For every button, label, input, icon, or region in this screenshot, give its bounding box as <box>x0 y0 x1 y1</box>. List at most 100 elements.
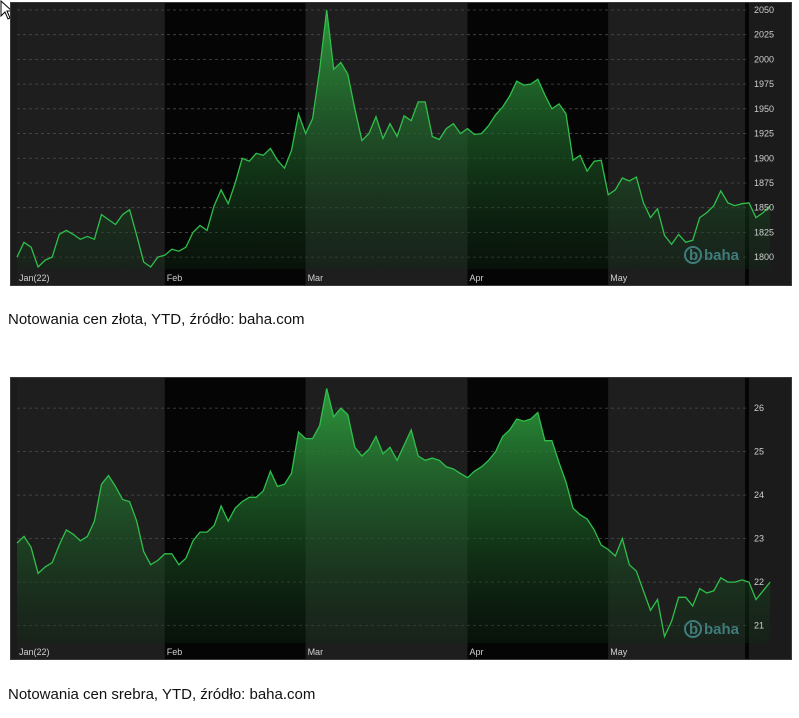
data-point-96 <box>692 605 694 607</box>
y-tick-label: 1825 <box>754 227 774 237</box>
x-tick-label: May <box>610 647 628 657</box>
data-point-34 <box>255 496 257 498</box>
data-point-2 <box>30 546 32 548</box>
data-point-59 <box>431 457 433 459</box>
data-point-8 <box>72 233 74 235</box>
x-tick-label: Mar <box>308 647 324 657</box>
data-point-50 <box>368 448 370 450</box>
data-point-25 <box>192 540 194 542</box>
data-point-92 <box>663 635 665 637</box>
data-point-58 <box>424 459 426 461</box>
data-point-46 <box>340 61 342 63</box>
data-point-26 <box>199 531 201 533</box>
data-point-40 <box>297 113 299 115</box>
data-point-86 <box>621 177 623 179</box>
data-point-3 <box>37 572 39 574</box>
data-point-75 <box>544 94 546 96</box>
data-point-83 <box>600 159 602 161</box>
baha-logo-letter: b <box>689 621 698 638</box>
x-tick-label: Apr <box>469 273 483 283</box>
axis-edge-strip <box>745 378 749 659</box>
x-tick-label: Jan(22) <box>19 647 50 657</box>
y-tick-label: 1900 <box>754 153 774 163</box>
y-tick-label: 22 <box>754 577 764 587</box>
data-point-30 <box>227 203 229 205</box>
y-tick-label: 2025 <box>754 30 774 40</box>
data-point-56 <box>410 429 412 431</box>
data-point-34 <box>255 152 257 154</box>
data-point-57 <box>417 455 419 457</box>
data-point-13 <box>107 474 109 476</box>
data-point-41 <box>304 132 306 134</box>
data-point-16 <box>128 209 130 211</box>
baha-logo-icon <box>684 620 702 638</box>
data-point-103 <box>741 203 743 205</box>
data-point-60 <box>438 138 440 140</box>
data-point-13 <box>107 218 109 220</box>
y-tick-label: 1850 <box>754 203 774 213</box>
data-point-69 <box>502 106 504 108</box>
data-point-97 <box>699 216 701 218</box>
data-point-79 <box>572 159 574 161</box>
x-tick-label: Feb <box>167 647 183 657</box>
data-point-75 <box>544 440 546 442</box>
data-point-80 <box>579 154 581 156</box>
data-point-15 <box>121 498 123 500</box>
baha-logo-letter: b <box>689 247 698 264</box>
data-point-91 <box>656 598 658 600</box>
data-point-91 <box>656 208 658 210</box>
data-point-43 <box>319 68 321 70</box>
price-area <box>17 388 771 643</box>
x-tick-label: May <box>610 273 628 283</box>
data-point-17 <box>136 234 138 236</box>
y-tick-label: 24 <box>754 490 764 500</box>
data-point-60 <box>438 459 440 461</box>
data-point-74 <box>537 411 539 413</box>
data-point-100 <box>720 577 722 579</box>
data-point-24 <box>185 557 187 559</box>
data-point-105 <box>755 216 757 218</box>
data-point-20 <box>157 559 159 561</box>
data-point-5 <box>51 561 53 563</box>
data-point-16 <box>128 500 130 502</box>
data-point-63 <box>459 132 461 134</box>
data-point-18 <box>143 261 145 263</box>
axis-edge-strip <box>745 3 749 285</box>
data-point-38 <box>283 483 285 485</box>
data-point-73 <box>530 418 532 420</box>
data-point-49 <box>361 455 363 457</box>
data-point-88 <box>635 570 637 572</box>
data-point-50 <box>368 132 370 134</box>
data-point-25 <box>192 231 194 233</box>
data-point-43 <box>319 424 321 426</box>
data-point-66 <box>480 466 482 468</box>
data-point-68 <box>494 450 496 452</box>
data-point-59 <box>431 135 433 137</box>
data-point-48 <box>354 446 356 448</box>
data-point-22 <box>171 248 173 250</box>
data-point-70 <box>509 429 511 431</box>
data-point-92 <box>663 234 665 236</box>
data-point-87 <box>628 564 630 566</box>
data-point-14 <box>114 223 116 225</box>
data-point-78 <box>565 481 567 483</box>
data-point-21 <box>164 254 166 256</box>
data-point-28 <box>213 524 215 526</box>
data-point-67 <box>487 459 489 461</box>
data-point-77 <box>558 103 560 105</box>
data-point-28 <box>213 205 215 207</box>
x-tick-label: Jan(22) <box>19 273 50 283</box>
data-point-7 <box>65 229 67 231</box>
data-point-95 <box>685 596 687 598</box>
data-point-76 <box>551 108 553 110</box>
y-tick-label: 2000 <box>754 54 774 64</box>
data-point-81 <box>586 518 588 520</box>
price-line <box>16 9 771 269</box>
data-point-72 <box>523 84 525 86</box>
data-point-1 <box>23 241 25 243</box>
y-tick-label: 2050 <box>754 5 774 15</box>
data-point-20 <box>157 256 159 258</box>
gold-price-chart-svg: 1800 1825 1850 1875 1900 1925 1950 1975 2000 2025… <box>16 3 791 285</box>
data-point-85 <box>614 189 616 191</box>
data-point-82 <box>593 529 595 531</box>
